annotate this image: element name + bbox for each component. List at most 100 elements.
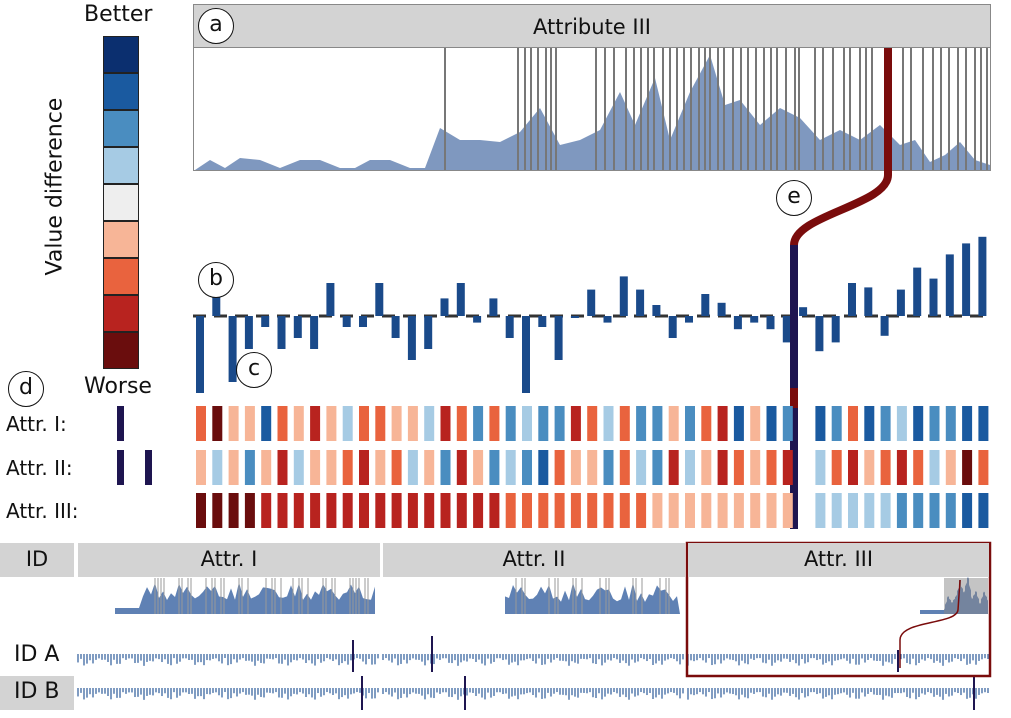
strip-cell [815, 450, 826, 485]
strip-cell [864, 450, 875, 485]
strip-cell [505, 450, 516, 485]
attr1-row-label: Attr. I: [6, 412, 67, 436]
strip-cell [815, 493, 826, 528]
strip-cell [603, 493, 614, 528]
id-a-label[interactable]: ID A [14, 642, 60, 667]
strip-cell [978, 493, 989, 528]
difference-bar [733, 316, 742, 330]
difference-bar [636, 289, 645, 316]
strip-cell [864, 406, 875, 441]
difference-bar [782, 316, 791, 343]
strip-cell [929, 493, 940, 528]
strip-cell [962, 493, 973, 528]
difference-bar [375, 283, 384, 316]
selected-column-line [790, 245, 798, 529]
strip-cell [326, 450, 337, 485]
difference-bar [489, 298, 498, 316]
strip-cell [717, 406, 728, 441]
difference-bar [831, 316, 840, 343]
strip-cell [831, 406, 842, 441]
strip-cell [603, 406, 614, 441]
strip-cell [750, 493, 761, 528]
strip-cell [619, 406, 630, 441]
difference-bar [799, 307, 808, 316]
strip-cell [440, 493, 451, 528]
strip-cell [929, 406, 940, 441]
selected-column-tip [790, 388, 798, 408]
attr1-sample-mark [117, 406, 124, 441]
attr2-overview-area [505, 582, 680, 614]
strip-cell [913, 406, 924, 441]
attribute-panel-body [193, 47, 991, 171]
legend-swatch [103, 221, 139, 258]
difference-bar [848, 283, 856, 316]
strip-cell [945, 450, 956, 485]
strip-cell [587, 450, 598, 485]
strip-cell [945, 406, 956, 441]
difference-bar [196, 316, 204, 393]
strip-cell [359, 493, 369, 528]
strip-cell [831, 493, 842, 528]
strip-cell [636, 450, 647, 485]
legend-swatch [103, 147, 139, 184]
legend-swatch [103, 295, 139, 332]
strip-cell [603, 450, 614, 485]
attr1-column-header[interactable]: Attr. I [78, 543, 380, 577]
strip-cell [848, 450, 858, 485]
difference-bar [212, 294, 221, 316]
strip-cell [228, 450, 239, 485]
difference-bar [717, 302, 726, 316]
difference-bar [359, 316, 367, 327]
strip-cell [228, 406, 239, 441]
difference-bar [570, 316, 579, 318]
legend-swatch [103, 110, 139, 147]
strip-cell [424, 406, 435, 441]
strip-cell [896, 493, 907, 528]
id-b-label[interactable]: ID B [0, 676, 74, 710]
difference-bar [440, 298, 449, 316]
strip-cell [619, 493, 630, 528]
strip-cell [473, 450, 484, 485]
legend-swatch [103, 36, 139, 73]
strip-cell [310, 406, 321, 441]
difference-bar [473, 316, 482, 323]
legend-swatch [103, 184, 139, 221]
strip-cell [538, 450, 549, 485]
attr3-column-header[interactable]: Attr. III [688, 543, 989, 577]
difference-bar [342, 316, 351, 327]
attr3-overview-area [920, 576, 988, 614]
strip-cell [293, 450, 304, 485]
difference-bar [522, 316, 530, 393]
difference-bar [896, 289, 905, 316]
difference-bar [391, 316, 400, 338]
strip-cell [717, 450, 728, 485]
strip-cell [407, 450, 418, 485]
strip-cell [391, 450, 402, 485]
attribute-panel-header: Attribute III [193, 4, 991, 48]
id-column-header: ID [0, 543, 74, 577]
strip-cell [636, 406, 647, 441]
strip-cell [359, 406, 369, 441]
strip-cell [212, 493, 223, 528]
selection-path [790, 48, 892, 246]
marker-d: d [8, 371, 44, 407]
difference-bar [929, 278, 938, 316]
strip-cell [489, 493, 500, 528]
difference-bar [538, 316, 547, 327]
strip-cell [554, 450, 565, 485]
strip-cell [212, 450, 223, 485]
difference-bar [261, 316, 270, 327]
bottom-selection-path [899, 579, 961, 668]
legend-worse-label: Worse [84, 374, 152, 399]
strip-cell [685, 450, 695, 485]
attr2-column-header[interactable]: Attr. II [383, 543, 685, 577]
marker-a: a [198, 8, 234, 44]
strip-cell [782, 493, 793, 528]
legend-swatch [103, 73, 139, 110]
strip-cell [522, 493, 532, 528]
strip-cell [880, 406, 891, 441]
difference-bar [750, 316, 759, 323]
strip-cell [407, 493, 418, 528]
strip-cell [652, 406, 663, 441]
strip-cell [962, 450, 973, 485]
